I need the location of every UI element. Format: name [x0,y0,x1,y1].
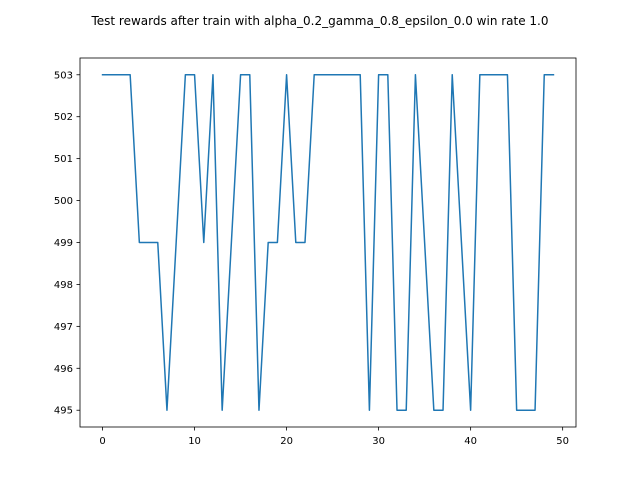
x-tick-label: 20 [280,436,293,447]
y-tick-label: 500 [54,196,73,207]
axes: 0 10 20 30 40 50 495 496 497 498 499 500 501 502 503 [54,57,577,447]
plot-area [101,74,555,411]
y-tick-label: 496 [54,364,73,375]
x-tick-label: 50 [556,436,569,447]
y-tick-label: 502 [54,112,73,123]
chart-title: Test rewards after train with alpha_0.2_… [90,14,548,28]
y-tick-label: 497 [54,322,73,333]
series-line-0 [101,74,555,411]
y-tick-label: 499 [54,238,73,249]
y-tick-label: 503 [54,70,73,81]
x-tick-label: 40 [464,436,477,447]
x-tick-label: 0 [99,436,105,447]
y-tick-label: 495 [54,406,73,417]
y-tick-label: 501 [54,154,73,165]
x-tick-label: 10 [188,436,201,447]
x-tick-label: 30 [372,436,385,447]
y-tick-label: 498 [54,280,73,291]
